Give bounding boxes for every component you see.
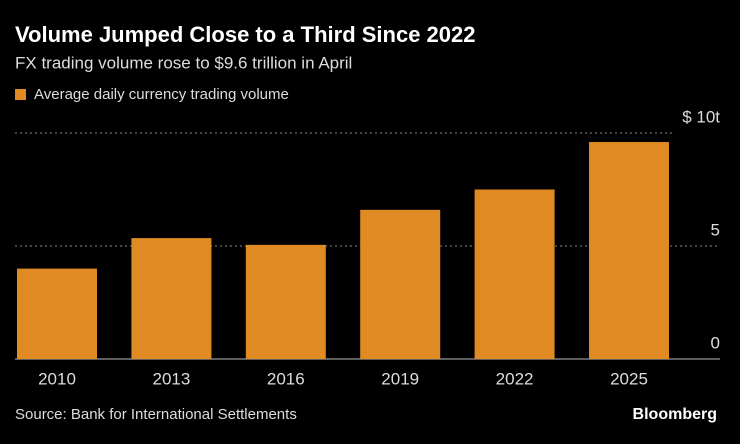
- legend-swatch: [15, 89, 26, 100]
- bar: [131, 238, 212, 359]
- x-tick-label: 2025: [610, 369, 648, 388]
- x-tick-label: 2013: [152, 369, 190, 388]
- chart-subtitle: FX trading volume rose to $9.6 trillion …: [15, 53, 352, 72]
- bar: [245, 244, 326, 359]
- source: Source: Bank for International Settlemen…: [15, 406, 297, 423]
- brand: Bloomberg: [633, 406, 717, 423]
- bar: [474, 189, 555, 359]
- x-tick-label: 2010: [38, 369, 76, 388]
- x-tick-label: 2016: [267, 369, 305, 388]
- y-tick-label: $ 10t: [682, 107, 720, 126]
- chart-title: Volume Jumped Close to a Third Since 202…: [15, 22, 476, 47]
- y-tick-label: 5: [711, 220, 720, 239]
- legend-label: Average daily currency trading volume: [34, 86, 289, 103]
- x-tick-label: 2022: [496, 369, 534, 388]
- bar: [360, 209, 441, 359]
- x-tick-label: 2019: [381, 369, 419, 388]
- bar: [17, 268, 97, 359]
- bar: [589, 142, 669, 359]
- y-tick-label: 0: [711, 333, 720, 352]
